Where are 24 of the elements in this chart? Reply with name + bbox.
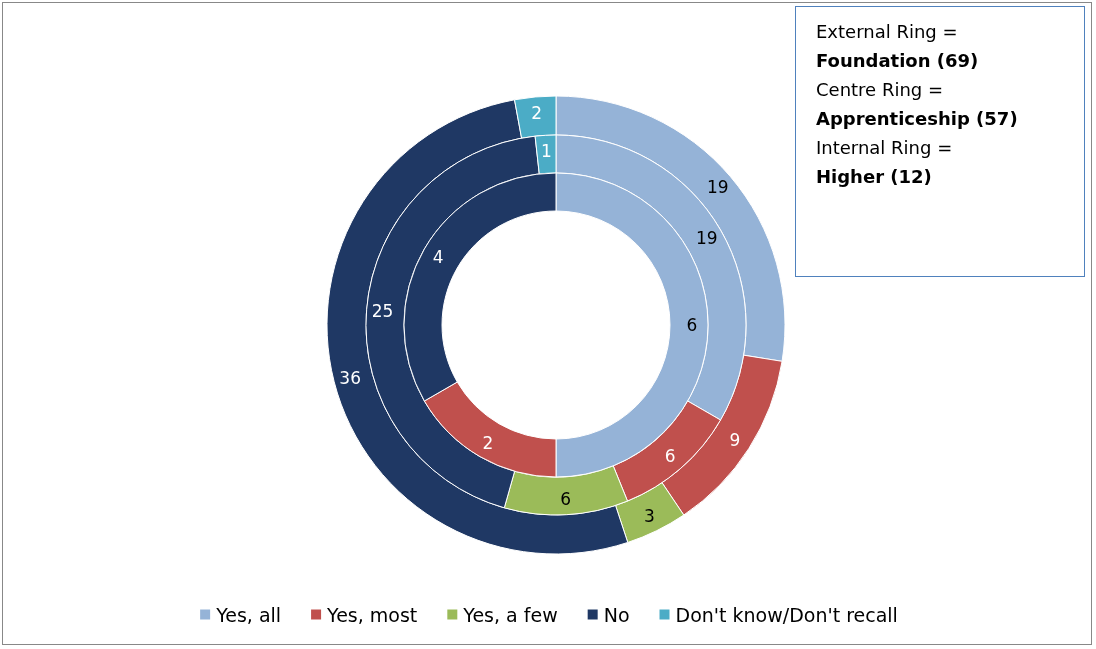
legend-label: Yes, most xyxy=(326,603,418,626)
data-label: 1 xyxy=(541,141,552,162)
data-label: 3 xyxy=(644,505,655,526)
text: External Ring = xyxy=(816,20,959,44)
data-label: 6 xyxy=(664,446,676,467)
data-label: 2 xyxy=(531,103,543,124)
data-label: 19 xyxy=(706,177,729,198)
data-label: 19 xyxy=(695,228,718,248)
data-label: 2 xyxy=(482,432,494,453)
legend-label: No xyxy=(603,603,630,626)
data-label: 9 xyxy=(729,429,741,450)
text: Apprenticeship (57) xyxy=(816,107,1019,131)
legend-label: Yes, a few xyxy=(462,603,558,626)
data-label: 25 xyxy=(371,300,394,321)
text: Centre Ring = xyxy=(816,78,945,102)
text: Internal Ring = xyxy=(816,136,954,160)
text: Foundation (69) xyxy=(816,49,980,73)
data-label: 36 xyxy=(339,367,361,388)
text: Higher (12) xyxy=(816,165,933,189)
data-label: 6 xyxy=(686,315,698,335)
data-label: 4 xyxy=(432,247,444,267)
legend-label: Don't know/Don't recall xyxy=(675,603,898,626)
legend-label: Yes, all xyxy=(215,603,282,626)
data-label: 6 xyxy=(560,488,571,509)
